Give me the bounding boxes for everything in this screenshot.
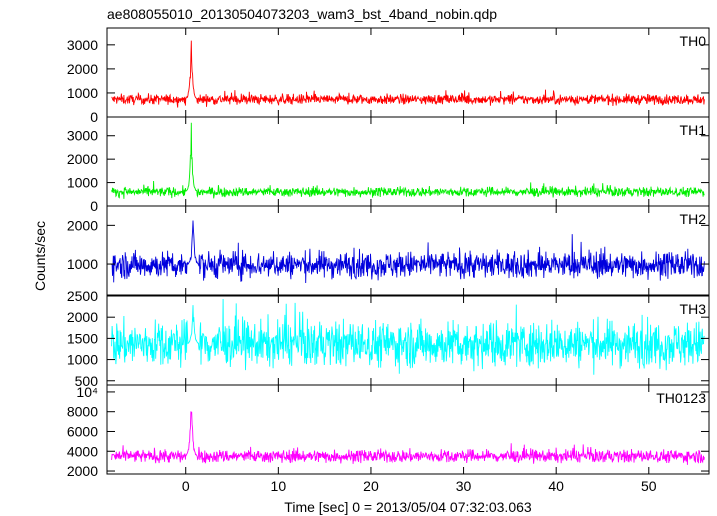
panel-label-th2: TH2 [680, 211, 707, 227]
y-tick-label: 10⁴ [76, 384, 98, 400]
panel-label-th3: TH3 [680, 301, 707, 317]
y-tick-label: 2000 [67, 151, 98, 167]
y-tick-label: 0 [90, 198, 98, 214]
y-tick-label: 2500 [67, 288, 98, 304]
panel-frame [106, 384, 710, 475]
y-tick-label: 4000 [67, 443, 98, 459]
x-axis-ticks: 0 10 20 30 40 50 [182, 478, 657, 494]
y-tick-label: 3000 [67, 128, 98, 144]
x-tick-label: 50 [641, 478, 657, 494]
y-tick-label: 2000 [67, 463, 98, 479]
panel-th0123: 2000 4000 6000 8000 10⁴ TH0123 [67, 384, 710, 479]
series-line-th0 [111, 40, 705, 108]
y-tick-label: 3000 [67, 37, 98, 53]
series-line-th0123 [111, 411, 705, 465]
y-tick-label: 8000 [67, 404, 98, 420]
y-tick-label: 6000 [67, 423, 98, 439]
panel-th1: 0 1000 2000 3000 TH1 [67, 116, 710, 214]
y-tick-label: 0 [90, 109, 98, 125]
series-line-th1 [111, 122, 705, 199]
y-tick-label: 2000 [67, 217, 98, 233]
x-tick-label: 40 [548, 478, 564, 494]
y-tick-label: 1000 [67, 352, 98, 368]
y-tick-label: 1000 [67, 85, 98, 101]
y-axis-label: Counts/sec [32, 221, 48, 291]
panel-label-th0: TH0 [680, 33, 707, 49]
panel-th0: 0 1000 2000 3000 TH0 [67, 27, 710, 125]
x-tick-label: 20 [363, 478, 379, 494]
x-tick-label: 0 [182, 478, 190, 494]
x-tick-label: 30 [456, 478, 472, 494]
panel-label-th0123: TH0123 [656, 390, 706, 406]
panels: 0 1000 2000 3000 TH0 0 1000 2000 3000 TH1 1000 2000… [67, 27, 710, 479]
y-tick-label: 1000 [67, 175, 98, 191]
y-tick-label: 2000 [67, 61, 98, 77]
series-line-th3 [111, 298, 705, 375]
x-tick-label: 10 [271, 478, 287, 494]
panel-frame [106, 205, 710, 296]
y-tick-label: 2000 [67, 309, 98, 325]
chart-title: ae808055010_20130504073203_wam3_bst_4ban… [107, 6, 497, 22]
series-line-th2 [111, 220, 705, 284]
y-tick-label: 500 [75, 373, 99, 389]
x-axis-label: Time [sec] 0 = 2013/05/04 07:32:03.063 [284, 499, 532, 515]
panel-label-th1: TH1 [680, 122, 707, 138]
panel-th2: 1000 2000 TH2 [67, 205, 710, 296]
panel-th3: 500 1000 1500 2000 2500 TH3 [67, 288, 710, 389]
y-tick-label: 1000 [67, 256, 98, 272]
y-tick-label: 1500 [67, 330, 98, 346]
panel-frame [106, 27, 710, 118]
